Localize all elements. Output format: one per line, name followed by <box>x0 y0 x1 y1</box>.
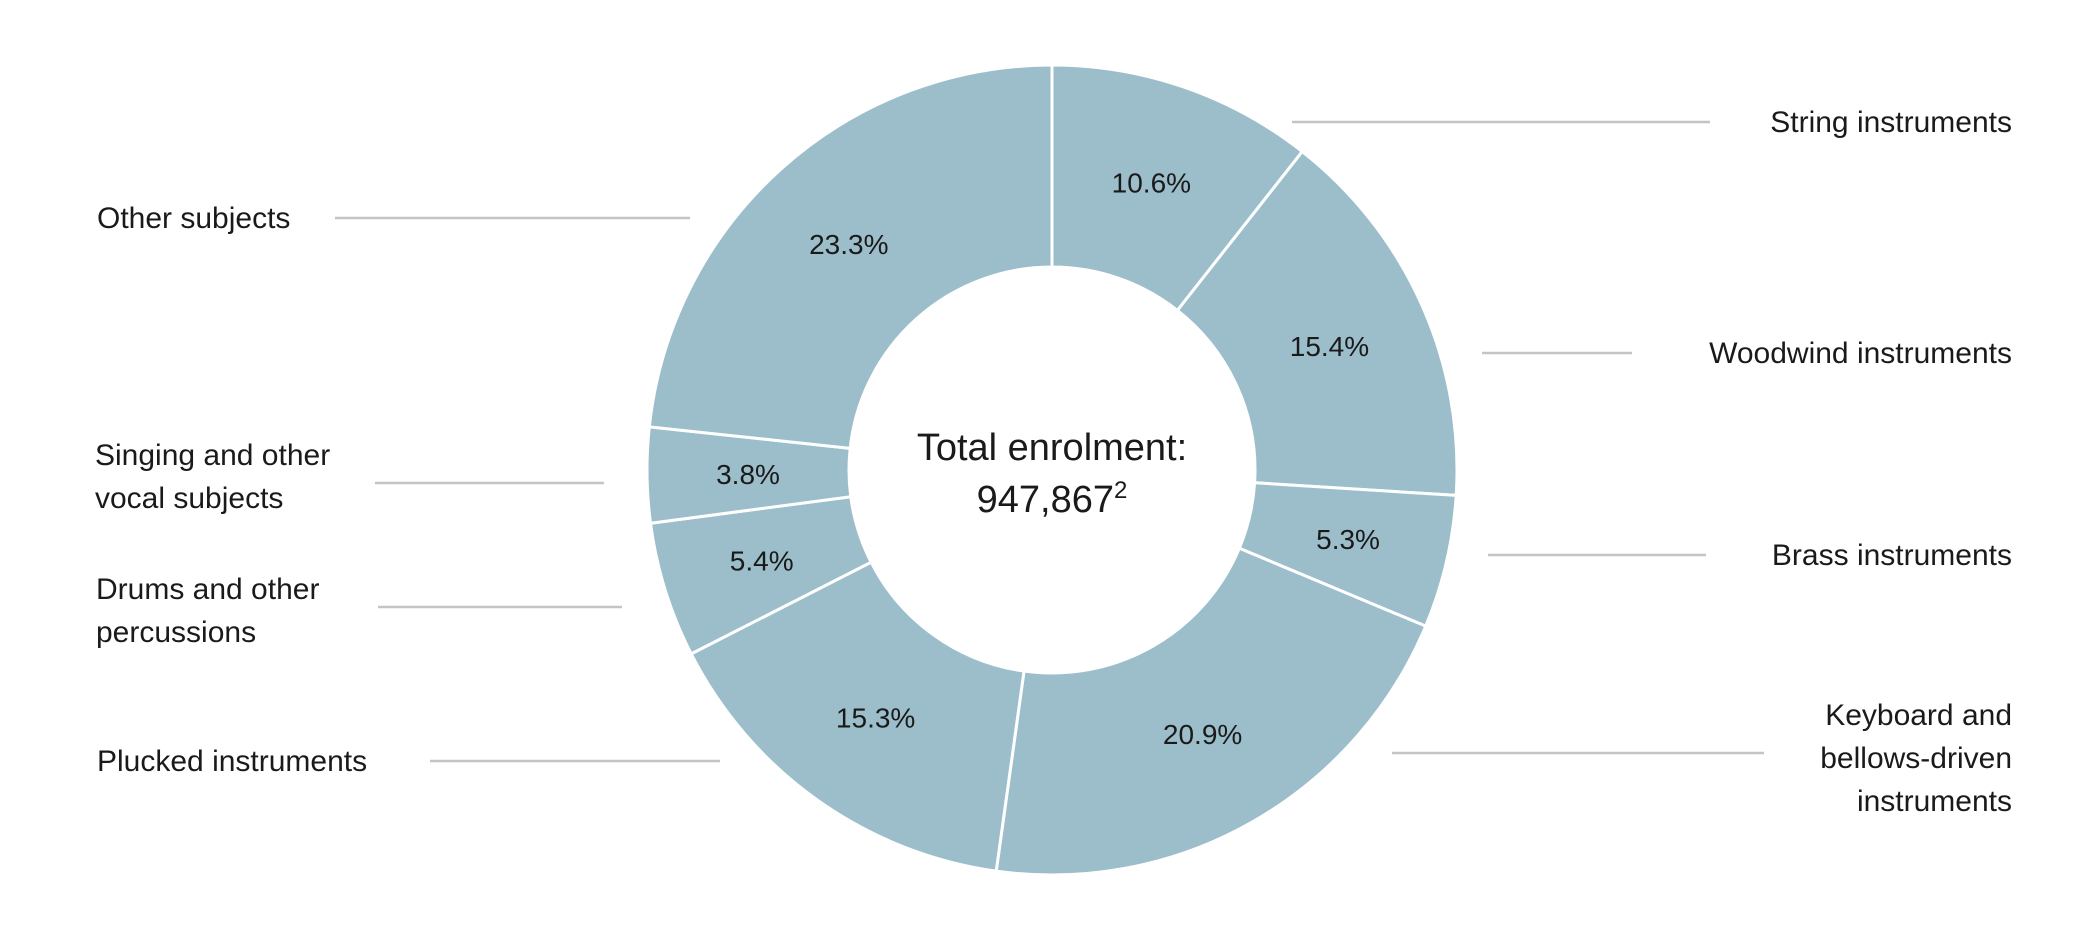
category-labels-group: String instruments Woodwind instruments Br… <box>95 106 2012 818</box>
category-label: Other subjects <box>97 202 290 235</box>
center-label-footnote: 2 <box>1114 477 1127 504</box>
center-label-total: 947,8672 <box>977 477 1128 521</box>
category-label-line: Singing and other <box>95 439 330 472</box>
category-label: Plucked instruments <box>97 745 367 778</box>
donut-slice <box>1050 63 1305 313</box>
center-label-title: Total enrolment: <box>917 427 1187 469</box>
slice-value-label: 15.4% <box>1290 331 1369 362</box>
slice-value-label: 5.3% <box>1316 524 1380 555</box>
category-label: Singing and other vocal subjects <box>95 439 330 515</box>
category-label: Woodwind instruments <box>1709 337 2012 370</box>
slice-value-label: 20.9% <box>1163 719 1242 750</box>
leader-lines-group <box>335 120 1764 763</box>
category-label-line: bellows-driven <box>1820 742 2012 775</box>
slice-value-label: 10.6% <box>1112 168 1191 199</box>
category-label-line: percussions <box>96 616 256 649</box>
center-label-value: 947,867 <box>977 479 1114 521</box>
donut-slice <box>647 63 1054 451</box>
category-label-line: Plucked instruments <box>97 745 367 778</box>
value-labels-group: 10.6% 15.4% 5.3% 20.9% 15.3% 5.4% 3.8% 23.3% <box>716 168 1380 750</box>
category-label-line: Other subjects <box>97 202 290 235</box>
category-label-line: vocal subjects <box>95 482 283 515</box>
donut-slice <box>994 546 1428 877</box>
slices-group <box>645 63 1459 877</box>
slice-value-label: 3.8% <box>716 459 780 490</box>
slice-value-label: 23.3% <box>809 229 888 260</box>
category-label-line: Keyboard and <box>1825 699 2012 732</box>
slice-value-label: 15.3% <box>836 703 915 734</box>
category-label: String instruments <box>1770 106 2012 139</box>
category-label-line: Drums and other <box>96 573 319 606</box>
center-label: Total enrolment: 947,8672 <box>917 427 1187 521</box>
category-label-line: Woodwind instruments <box>1709 337 2012 370</box>
donut-slice <box>689 560 1026 873</box>
donut-slice <box>1175 149 1459 498</box>
category-label-line: Brass instruments <box>1772 539 2012 572</box>
category-label-line: instruments <box>1857 785 2012 818</box>
category-label: Brass instruments <box>1772 539 2012 572</box>
category-label: Keyboard and bellows-driven instruments <box>1820 699 2012 818</box>
slice-value-label: 5.4% <box>730 545 794 576</box>
category-label: Drums and other percussions <box>96 573 319 649</box>
category-label-line: String instruments <box>1770 106 2012 139</box>
